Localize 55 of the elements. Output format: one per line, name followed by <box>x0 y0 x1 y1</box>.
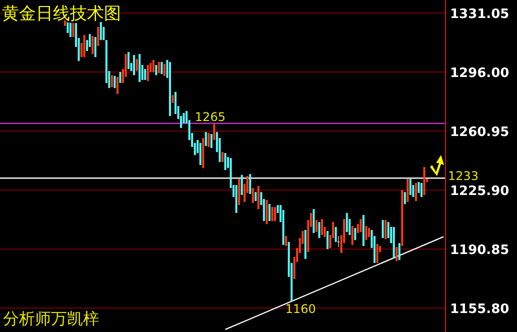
candlestick <box>334 226 337 242</box>
candlestick <box>338 236 340 248</box>
candlestick <box>414 183 417 202</box>
annotation: 分析师万凯梓 <box>3 309 99 328</box>
candlestick <box>376 244 378 264</box>
candlestick <box>222 152 224 162</box>
candlestick <box>252 188 254 204</box>
candlestick <box>351 226 354 246</box>
y-tick-label: 1331.05 <box>450 7 510 22</box>
candlestick <box>100 22 102 40</box>
candlestick <box>224 152 226 170</box>
candlestick <box>213 124 216 140</box>
y-tick-label: 1260.95 <box>450 125 510 140</box>
candlestick <box>409 178 412 196</box>
candlestick <box>208 132 210 148</box>
y-tick-label: 1155.80 <box>450 302 510 318</box>
candlestick <box>398 242 400 260</box>
candlestick <box>97 26 100 46</box>
candlestick <box>116 76 118 94</box>
ref-line-label: 1233 <box>448 169 479 184</box>
chart-title: 黄金日线技术图 <box>2 4 121 24</box>
candlestick <box>268 204 270 222</box>
candlestick <box>88 34 91 48</box>
y-tick-label: 1296.00 <box>450 66 510 82</box>
candlestick <box>315 220 318 232</box>
candlestick <box>257 186 260 210</box>
annotation: 1160 <box>285 302 316 316</box>
candlestick <box>72 22 74 38</box>
candlestick <box>274 206 276 222</box>
candlestick <box>146 64 149 82</box>
candlestick <box>240 174 243 196</box>
candlestick <box>92 36 94 54</box>
candlestick <box>384 220 387 240</box>
candlestick <box>204 132 207 146</box>
candlestick <box>396 246 398 262</box>
candlestick <box>285 236 288 246</box>
candlestick <box>199 142 202 166</box>
candlestick <box>210 134 212 148</box>
y-tick-label: 1190.85 <box>450 243 510 258</box>
candlestick <box>420 182 423 198</box>
candlestick <box>144 68 146 80</box>
candlestick <box>271 206 274 222</box>
candlestick <box>382 220 384 238</box>
candlestick <box>346 212 348 232</box>
candlestick <box>133 54 136 76</box>
candlestick <box>249 174 252 194</box>
candlestick <box>94 36 96 58</box>
y-tick-label: 1225.90 <box>450 184 510 200</box>
candlestick <box>318 222 320 238</box>
candlestick <box>321 218 324 236</box>
candlestick <box>83 34 86 58</box>
candlestick <box>128 52 130 70</box>
annotation: 1265 <box>194 110 226 124</box>
candlestick <box>360 218 362 232</box>
candlestick <box>312 208 315 234</box>
